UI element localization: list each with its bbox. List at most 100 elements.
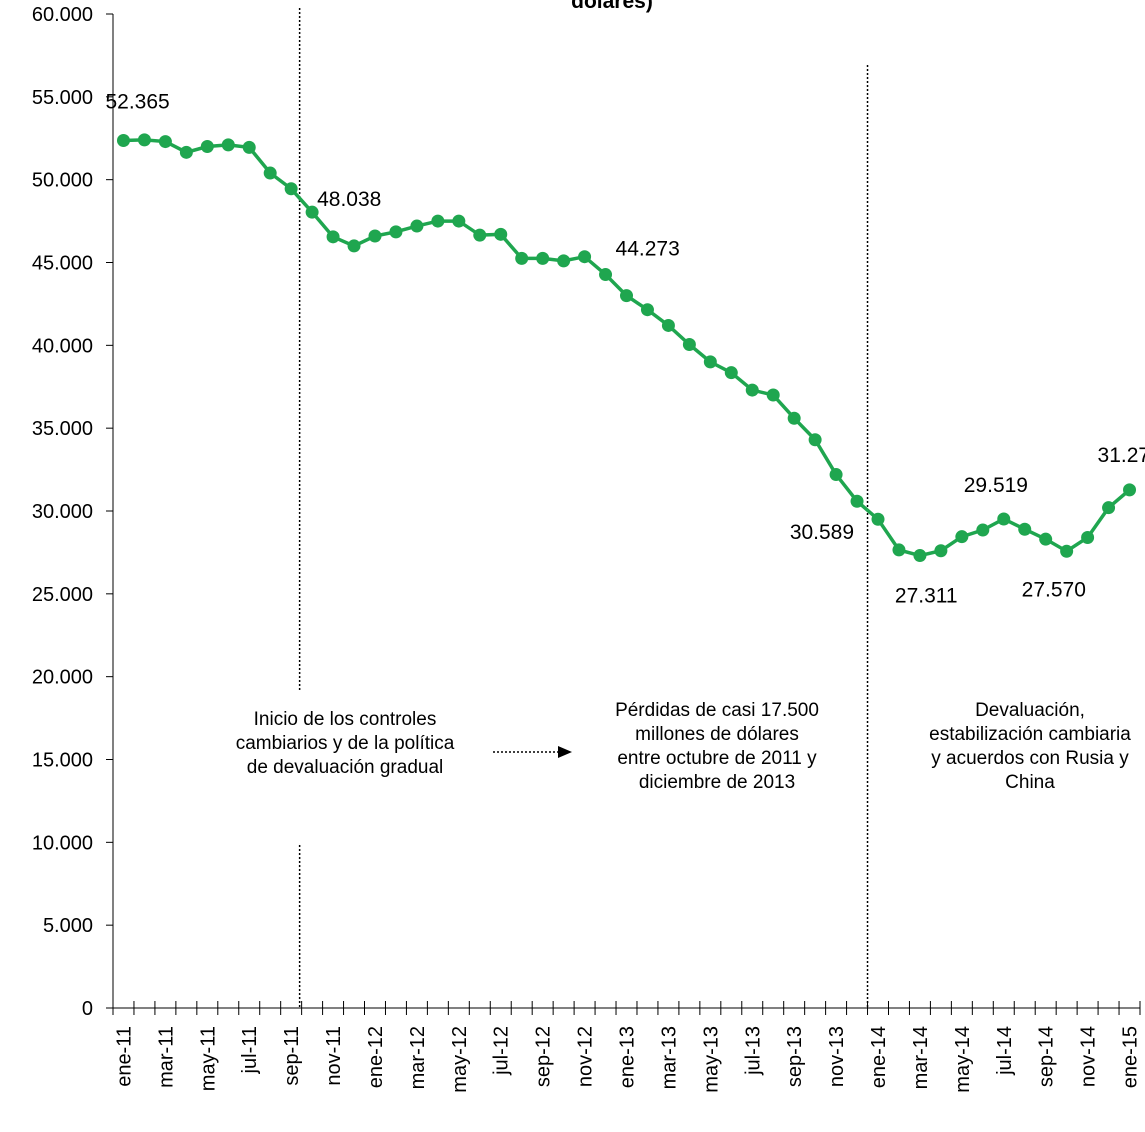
- data-point: [1018, 522, 1032, 536]
- annotation: Pérdidas de casi 17.500: [615, 700, 819, 721]
- x-tick-label: ene-15: [1120, 1026, 1142, 1088]
- y-tick-label: 10.000: [32, 832, 93, 854]
- data-label: 27.570: [1022, 578, 1086, 601]
- x-tick-label: sep-12: [533, 1026, 555, 1087]
- data-point: [347, 239, 361, 253]
- annotation: y acuerdos con Rusia y: [931, 748, 1129, 769]
- data-point: [640, 303, 654, 317]
- x-tick-label: nov-13: [826, 1026, 848, 1087]
- x-tick-label: nov-14: [1078, 1026, 1100, 1087]
- data-point: [1060, 544, 1074, 558]
- data-point: [808, 433, 822, 447]
- data-label: 48.038: [317, 188, 381, 211]
- data-label: 30.589: [790, 521, 854, 544]
- y-tick-label: 15.000: [32, 750, 93, 772]
- data-point: [305, 205, 319, 219]
- data-point: [284, 182, 298, 196]
- y-tick-label: 55.000: [32, 87, 93, 109]
- data-point: [724, 366, 738, 380]
- data-point: [1123, 483, 1137, 497]
- x-tick-label: nov-11: [323, 1026, 345, 1086]
- x-tick-label: ene-13: [617, 1026, 639, 1088]
- data-point: [829, 468, 843, 482]
- x-tick-label: sep-13: [784, 1026, 806, 1087]
- x-tick-label: may-13: [700, 1026, 722, 1093]
- data-point: [389, 225, 403, 239]
- x-tick-label: may-14: [952, 1026, 974, 1093]
- y-tick-label: 45.000: [32, 253, 93, 275]
- annotation: cambiarios y de la política: [236, 733, 455, 754]
- x-tick-label: nov-12: [575, 1026, 597, 1087]
- data-point: [473, 228, 487, 242]
- data-point: [179, 145, 193, 159]
- data-point: [997, 512, 1011, 526]
- data-point: [620, 289, 633, 303]
- data-point: [787, 411, 801, 425]
- x-tick-label: jul-14: [994, 1026, 1016, 1076]
- x-tick-label: sep-11: [281, 1026, 303, 1086]
- x-tick-label: may-12: [449, 1026, 471, 1093]
- annotation: estabilización cambiaria: [929, 724, 1131, 745]
- data-point: [913, 549, 927, 563]
- data-point: [703, 355, 717, 369]
- data-point: [494, 227, 508, 241]
- y-tick-label: 5.000: [43, 915, 93, 937]
- data-point: [682, 338, 696, 352]
- annotation: entre octubre de 2011 y: [617, 748, 817, 769]
- data-point: [158, 135, 172, 149]
- y-tick-label: 20.000: [32, 667, 93, 689]
- y-tick-label: 35.000: [32, 418, 93, 440]
- data-point: [368, 229, 382, 243]
- data-point: [599, 268, 613, 282]
- data-point: [536, 251, 550, 265]
- annotation: Inicio de los controles: [254, 709, 437, 730]
- data-point: [431, 214, 445, 228]
- x-tick-label: jul-11: [239, 1026, 261, 1074]
- y-tick-label: 40.000: [32, 335, 93, 357]
- data-point: [263, 166, 277, 180]
- data-point: [934, 544, 948, 558]
- data-point: [766, 388, 780, 402]
- data-label: 29.519: [964, 474, 1028, 497]
- data-point: [410, 219, 424, 233]
- x-tick-label: may-11: [197, 1026, 219, 1091]
- data-point: [850, 494, 864, 508]
- chart-title: dólares): [571, 0, 653, 13]
- annotation: China: [1005, 772, 1055, 793]
- data-point: [1102, 501, 1116, 515]
- data-point: [557, 254, 571, 268]
- y-tick-label: 30.000: [32, 501, 93, 523]
- data-point: [955, 530, 969, 544]
- annotation: de devaluación gradual: [247, 757, 444, 778]
- data-label: 52.365: [105, 90, 169, 113]
- annotation: millones de dólares: [635, 724, 799, 745]
- annotation: diciembre de 2013: [639, 772, 795, 793]
- annotation: Devaluación,: [975, 700, 1085, 721]
- x-tick-label: mar-12: [407, 1026, 429, 1089]
- data-point: [976, 523, 990, 537]
- data-point: [745, 383, 759, 397]
- data-label: 27.311: [895, 585, 958, 608]
- data-point: [200, 140, 214, 154]
- data-point: [578, 250, 592, 264]
- annotation-arrowhead: [558, 746, 572, 758]
- data-point: [871, 512, 885, 526]
- data-point: [326, 230, 340, 244]
- x-tick-label: jul-12: [491, 1026, 513, 1076]
- y-tick-label: 0: [82, 998, 93, 1020]
- x-tick-label: sep-14: [1036, 1026, 1058, 1087]
- data-point: [116, 133, 130, 147]
- x-tick-label: mar-13: [658, 1026, 680, 1089]
- x-tick-label: mar-14: [910, 1026, 932, 1089]
- x-tick-label: mar-11: [155, 1026, 177, 1088]
- data-label: 31.275: [1098, 444, 1145, 467]
- x-tick-label: jul-13: [742, 1026, 764, 1076]
- data-point: [1081, 531, 1095, 545]
- y-tick-label: 60.000: [32, 4, 93, 26]
- data-point: [1039, 532, 1053, 546]
- data-point: [892, 543, 906, 557]
- y-tick-label: 50.000: [32, 170, 93, 192]
- data-point: [661, 318, 675, 332]
